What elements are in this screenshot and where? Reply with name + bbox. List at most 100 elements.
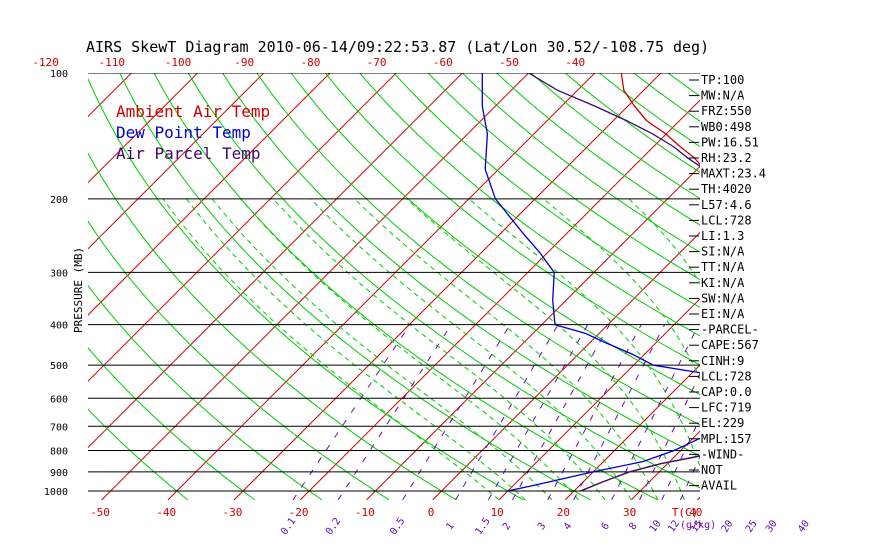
mixing-ratio-tick-label: 1.5 [473, 516, 492, 537]
dry-adiabat-line [88, 284, 323, 501]
dry-adiabat-line [427, 73, 700, 281]
dry-adiabat-line [771, 73, 870, 500]
moist-adiabat-line [543, 198, 700, 380]
side-panel-item: RH:23.2 [701, 151, 752, 165]
mixing-ratio-line [337, 324, 452, 501]
side-panel-item: L57:4.6 [701, 198, 752, 212]
mixing-ratio-line [487, 324, 589, 501]
data-layer [481, 73, 700, 492]
side-panel-item: -WIND- [701, 447, 744, 461]
isotherm-line [0, 64, 8, 500]
moist-adiabat-line [240, 198, 579, 501]
dry-adiabat-line [462, 73, 700, 253]
pressure-tick-label: 500 [50, 361, 68, 372]
pressure-tick-label: 200 [50, 195, 68, 206]
mixing-ratio-line [811, 325, 870, 500]
isotherm-line [88, 73, 265, 250]
bottom-temp-tick-label: -20 [289, 506, 309, 519]
side-panel-item: AVAIL [701, 479, 737, 493]
dry-adiabat-line [88, 347, 256, 501]
dry-adiabat-line [88, 152, 457, 501]
top-temp-tick-label: -100 [165, 56, 192, 69]
legend-entry: Dew Point Temp [116, 123, 251, 142]
mixing-ratio-tick-label: 0.1 [279, 516, 298, 537]
legend: Ambient Air Temp Dew Point Temp Air Parcel… [116, 102, 270, 163]
mixing-ratio-tick-label: 30 [764, 518, 780, 534]
dry-adiabat-line [88, 220, 390, 501]
isotherm-line [88, 73, 464, 449]
mixing-ratio-tick-label: 1 [444, 521, 456, 532]
bottom-temp-tick-label: -50 [90, 506, 110, 519]
mixing-ratio-line [639, 372, 700, 501]
isotherm-line [432, 231, 700, 501]
pressure-tick-label: 700 [50, 422, 68, 433]
isotherm-line [764, 64, 870, 500]
side-panel-item: PW:16.51 [701, 135, 759, 149]
top-temp-tick-label: -70 [367, 56, 387, 69]
series-air-parcel-temp [528, 73, 700, 492]
bottom-temp-tick-label: -30 [222, 506, 242, 519]
mixing-ratio-line [455, 324, 559, 501]
mixing-ratio-line [679, 455, 700, 501]
dry-adiabat-line [393, 73, 700, 308]
side-panel-item: NOT [701, 463, 723, 477]
mixing-ratio-tick-label: 0.5 [388, 516, 407, 537]
moist-adiabat-line [272, 198, 606, 501]
side-panel-item: CINH:9 [701, 354, 744, 368]
pressure-tick-label: 100 [50, 69, 68, 80]
top-temp-tick-label: -110 [99, 56, 126, 69]
side-panel-item: TT:N/A [701, 260, 745, 274]
side-panel-item: LCL:728 [701, 213, 752, 227]
bottom-unit-label: T(C) [672, 506, 699, 519]
top-temp-tick-label: -60 [433, 56, 453, 69]
moist-adiabat-line [211, 198, 553, 501]
mixing-ratio-line [779, 325, 848, 500]
side-panel-item: TP:100 [701, 73, 744, 87]
mixing-ratio-tick-label: 25 [744, 518, 760, 534]
mixing-ratio-tick-label: 3 [536, 521, 548, 532]
isotherm-line [366, 165, 700, 501]
mixing-ratio-tick-label: 40 [796, 518, 812, 534]
isotherm-line [88, 73, 397, 382]
isotherm-line [0, 64, 75, 500]
moist-adiabat-line [354, 198, 659, 501]
mixing-ratio-line [661, 416, 700, 501]
mixing-ratio-line [759, 325, 830, 500]
isotherm-line [88, 73, 331, 316]
bottom-temp-tick-label: 40 [689, 506, 702, 519]
mixing-ratio-tick-label: 20 [720, 518, 736, 534]
mixing-ratio-tick-label: 4 [562, 521, 574, 532]
series-dew-point-temp [481, 73, 700, 492]
isotherm-line [564, 364, 700, 501]
side-panel-item: CAP:0.0 [701, 385, 752, 399]
mixing-ratio-line [611, 324, 700, 501]
side-panel-item: SI:N/A [701, 245, 745, 259]
mixing-ratio-tick-label: 0.2 [324, 516, 343, 537]
mixing-ratio-tick-label: 10 [648, 518, 664, 534]
dry-adiabat-line [187, 73, 700, 489]
dry-adiabat-line [256, 73, 700, 426]
side-panel-item: FRZ:550 [701, 104, 752, 118]
bottom-temp-tick-label: 10 [491, 506, 504, 519]
dry-adiabat-line [119, 73, 591, 501]
side-panel-item: LCL:728 [701, 369, 752, 383]
chart-title: AIRS SkewT Diagram 2010-06-14/09:22:53.8… [86, 38, 709, 56]
bottom-temp-tick-label: 20 [557, 506, 570, 519]
bottom-temp-tick-label: 0 [428, 506, 435, 519]
side-panel-item: KI:N/A [701, 276, 745, 290]
moist-adiabat-line [310, 198, 632, 501]
pressure-tick-label: 900 [50, 468, 68, 479]
dry-adiabat-line [805, 73, 870, 500]
side-panel-item: SW:N/A [701, 291, 745, 305]
mixing-ratio-line [573, 324, 665, 501]
pressure-tick-label: 400 [50, 321, 68, 332]
bottom-temp-tick-label: -10 [355, 506, 375, 519]
top-temp-tick-label: -120 [32, 56, 59, 69]
mixing-ratio-tick-label: 8 [627, 521, 639, 532]
side-panel-item: CAPE:567 [701, 338, 759, 352]
moist-adiabat-line [787, 199, 816, 500]
isotherm-line [498, 298, 700, 501]
pressure-tick-label: 300 [50, 268, 68, 279]
